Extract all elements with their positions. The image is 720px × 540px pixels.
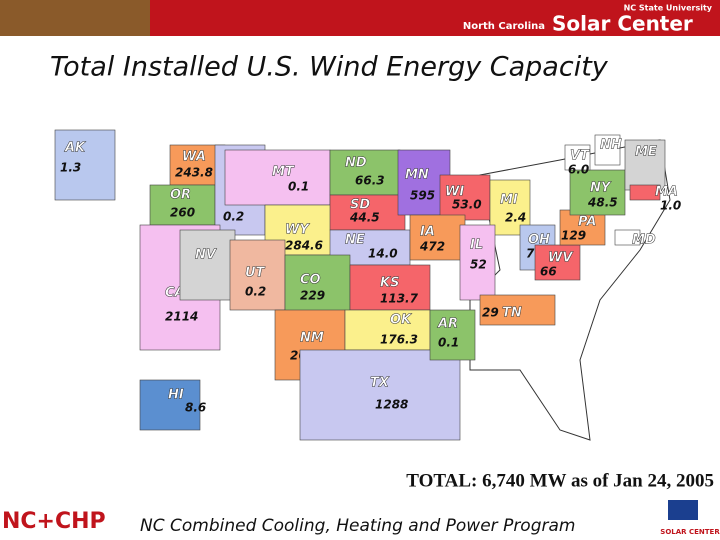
state-shape [409, 214, 466, 261]
state-abbr: KS [380, 276, 399, 291]
state-value: 260 [170, 206, 195, 220]
state-shape [559, 209, 606, 246]
state-abbr: AR [437, 317, 458, 332]
state-shape [139, 379, 201, 431]
state-shape [299, 349, 461, 441]
state-shape [459, 224, 496, 301]
state-abbr: WV [548, 251, 573, 266]
state-value: 243.8 [175, 166, 213, 180]
state-shape [489, 179, 531, 236]
logo-house [668, 500, 698, 520]
state-abbr: VT [570, 149, 590, 164]
state-abbr: TN [502, 306, 522, 321]
state-shape [54, 129, 116, 201]
state-abbr: IA [420, 225, 435, 240]
state-value: 229 [300, 289, 325, 303]
university: NC State University [624, 4, 713, 13]
footer-program: NC Combined Cooling, Heating and Power P… [140, 516, 575, 536]
state-shape [564, 144, 591, 171]
state-shape [534, 244, 581, 281]
state-value: 66 [540, 265, 557, 279]
state-abbr: MT [272, 165, 295, 180]
state-abbr: OR [170, 188, 191, 203]
state-value: 1.0 [660, 199, 681, 213]
state-value: 472 [419, 240, 445, 254]
state-shape [624, 139, 666, 191]
state-abbr: NV [195, 248, 217, 263]
state-value: 1.3 [60, 161, 81, 175]
state-abbr: WI [445, 185, 464, 200]
header-bar [150, 0, 720, 36]
state-value: 29 [482, 306, 499, 320]
state-abbr: WY [285, 223, 310, 238]
state-abbr: MI [500, 193, 518, 208]
state-shape [569, 169, 626, 216]
state-value: 2114 [165, 310, 198, 324]
state-value: 53.0 [452, 198, 482, 212]
state-value: 7 [526, 247, 535, 261]
state-shape [224, 149, 331, 206]
state-shape [329, 149, 401, 196]
state-value: 48.5 [587, 196, 618, 210]
state-shape [229, 239, 286, 311]
state-abbr: ND [345, 156, 367, 171]
state-value: 14.0 [368, 247, 398, 261]
state-abbr: HI [168, 388, 184, 403]
title: Total Installed U.S. Wind Energy Capacit… [50, 52, 609, 83]
state-value: 66.3 [355, 174, 385, 188]
state-value: 0.2 [245, 285, 266, 299]
state-abbr: ME [635, 145, 657, 160]
state-abbr: MA [655, 185, 678, 200]
state-value: 6.0 [568, 163, 589, 177]
state-value: 0.1 [438, 336, 459, 350]
state-value: 2.4 [505, 211, 526, 225]
state-value: 0.1 [288, 180, 309, 194]
state-abbr: MN [405, 168, 429, 183]
footer-logo: NC+CHP [2, 509, 106, 534]
state-abbr: OH [528, 233, 550, 248]
state-value: 595 [410, 189, 435, 203]
state-shape [149, 184, 216, 226]
state-shape [179, 229, 236, 301]
org-name: Solar Center [552, 12, 693, 36]
state-value: 44.5 [349, 211, 380, 225]
state-abbr: MD [632, 233, 656, 248]
state-shape [629, 184, 661, 201]
state-value: 52 [470, 258, 487, 272]
state-shape [479, 294, 556, 326]
state-abbr: NH [600, 138, 622, 153]
state-abbr: TX [370, 376, 390, 391]
state-shape [429, 309, 476, 361]
state-value: 113.7 [380, 292, 419, 306]
state-value: 0.2 [223, 210, 244, 224]
state-value: 8.6 [185, 401, 206, 415]
state-shape [594, 134, 621, 166]
state-abbr: PA [578, 215, 596, 230]
state-abbr: AK [64, 141, 86, 156]
state-value: 284.6 [285, 239, 323, 253]
state-abbr: SD [350, 198, 370, 213]
state-shape [614, 229, 641, 246]
state-value: 176.3 [380, 333, 418, 347]
state-abbr: OK [390, 313, 412, 328]
state-abbr: WA [182, 150, 206, 165]
map: AK1.3WA243.8OR260ID0.2MT0.1WY284.6ND66.3… [54, 129, 681, 441]
footer-logo-right: SOLAR CENTER [660, 528, 720, 536]
org-prefix: North Carolina [463, 21, 545, 32]
state-abbr: NM [300, 331, 324, 346]
state-shape [344, 309, 431, 351]
state-value: 129 [561, 229, 586, 243]
total: TOTAL: 6,740 MW as of Jan 24, 2005 [406, 470, 714, 491]
state-value: 1288 [375, 398, 408, 412]
state-shape [284, 254, 351, 316]
state-abbr: UT [245, 266, 266, 281]
state-abbr: IL [470, 238, 483, 253]
state-abbr: NY [590, 181, 612, 196]
state-abbr: CO [300, 273, 321, 288]
state-abbr: NE [345, 233, 365, 248]
header-photo [0, 0, 150, 36]
